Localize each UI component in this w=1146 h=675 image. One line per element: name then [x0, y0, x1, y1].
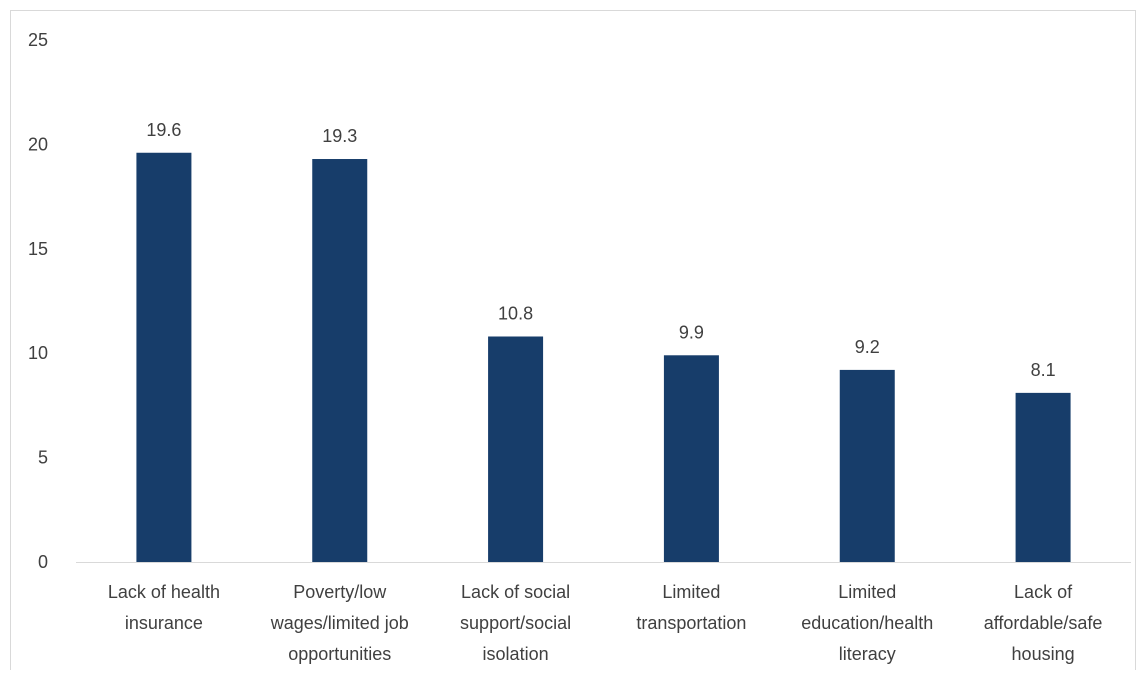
x-category-label-line: opportunities: [288, 644, 391, 664]
chart-frame: [10, 10, 1136, 670]
x-category-label-line: Poverty/low: [293, 582, 387, 602]
bar: [663, 355, 719, 562]
x-category-label-line: housing: [1012, 644, 1075, 664]
x-category-label-line: Limited: [838, 582, 896, 602]
data-label: 9.9: [679, 322, 704, 342]
y-tick-label: 10: [28, 343, 48, 363]
x-category-label: Poverty/low wages/limited job opportunitie…: [270, 582, 409, 664]
y-tick-label: 25: [28, 30, 48, 50]
data-label: 19.6: [146, 120, 181, 140]
bar: [1015, 392, 1071, 562]
data-label: 9.2: [855, 337, 880, 357]
data-label: 10.8: [498, 303, 533, 323]
x-category-label-line: education/health: [801, 613, 933, 633]
x-category-label-line: insurance: [125, 613, 203, 633]
x-category-label-line: support/social: [460, 613, 571, 633]
x-category-label-line: Limited: [662, 582, 720, 602]
x-category-label-line: wages/limited job: [270, 613, 409, 633]
x-category-label: Lack of health insurance: [108, 582, 220, 633]
x-category-label-line: literacy: [839, 644, 896, 664]
x-category-label-line: transportation: [636, 613, 746, 633]
bar: [488, 336, 544, 562]
data-label: 19.3: [322, 126, 357, 146]
bar: [136, 152, 192, 562]
x-category-label-line: Lack of social: [461, 582, 570, 602]
x-category-label: Limited transportation: [636, 582, 746, 633]
x-category-label-line: Lack of health: [108, 582, 220, 602]
bar: [839, 369, 895, 562]
y-tick-label: 15: [28, 239, 48, 259]
y-tick-label: 20: [28, 134, 48, 154]
y-tick-label: 0: [38, 552, 48, 572]
x-category-label-line: isolation: [483, 644, 549, 664]
x-category-label-line: Lack of: [1014, 582, 1073, 602]
x-category-label-line: affordable/safe: [984, 613, 1103, 633]
y-tick-label: 5: [38, 448, 48, 468]
x-category-label: Lack of affordable/safe housing: [984, 582, 1103, 664]
x-category-label: Limited education/health literacy: [801, 582, 933, 664]
bar: [312, 159, 368, 563]
x-category-label: Lack of social support/social isolation: [460, 582, 571, 664]
data-label: 8.1: [1031, 360, 1056, 380]
